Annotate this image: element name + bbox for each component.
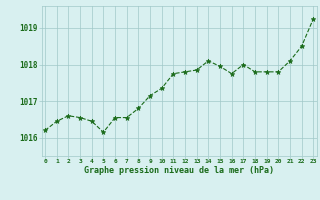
X-axis label: Graphe pression niveau de la mer (hPa): Graphe pression niveau de la mer (hPa) (84, 166, 274, 175)
